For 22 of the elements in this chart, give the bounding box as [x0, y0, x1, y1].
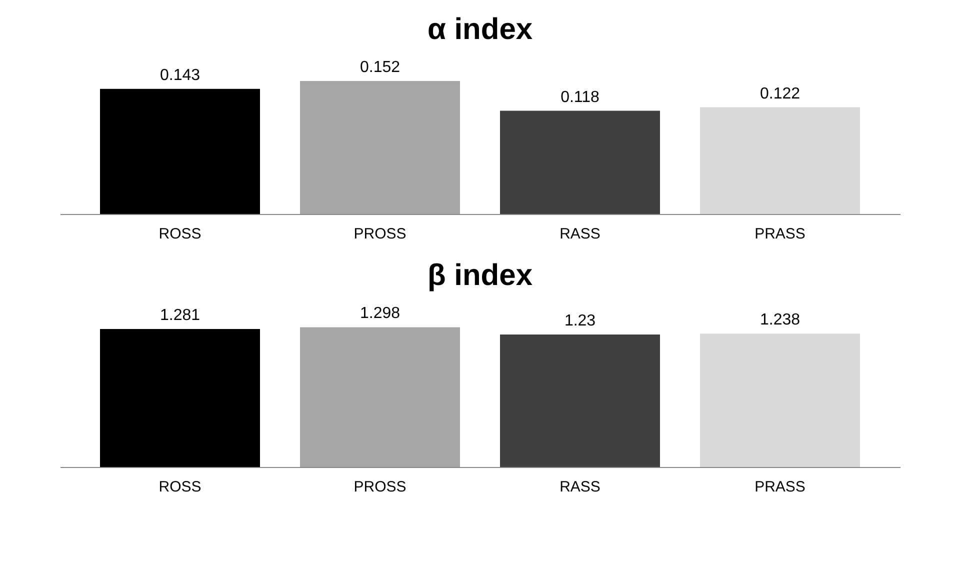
data-label: 1.298 — [360, 305, 400, 322]
x-tick-label: PROSS — [354, 478, 406, 496]
data-label: 0.122 — [760, 85, 800, 102]
x-tick-label: ROSS — [158, 226, 202, 242]
x-tick-label: PROSS — [354, 226, 406, 242]
x-tick-label: RASS — [560, 478, 600, 496]
bar — [700, 107, 860, 214]
x-tick-label: PRASS — [754, 478, 806, 496]
chart-title: β index — [428, 259, 533, 292]
data-label: 1.23 — [564, 312, 596, 330]
x-tick-label: PRASS — [754, 226, 806, 242]
chart-title: α index — [427, 13, 533, 46]
bar — [500, 110, 660, 214]
x-tick-label: RASS — [560, 226, 600, 242]
data-label: 1.238 — [760, 312, 800, 329]
data-label: 0.152 — [360, 59, 400, 76]
x-tick-label: ROSS — [158, 478, 202, 496]
bar — [300, 81, 460, 214]
data-label: 0.118 — [560, 88, 600, 106]
bar — [100, 88, 260, 214]
data-label: 1.281 — [160, 307, 200, 324]
data-label: 0.143 — [160, 66, 200, 84]
